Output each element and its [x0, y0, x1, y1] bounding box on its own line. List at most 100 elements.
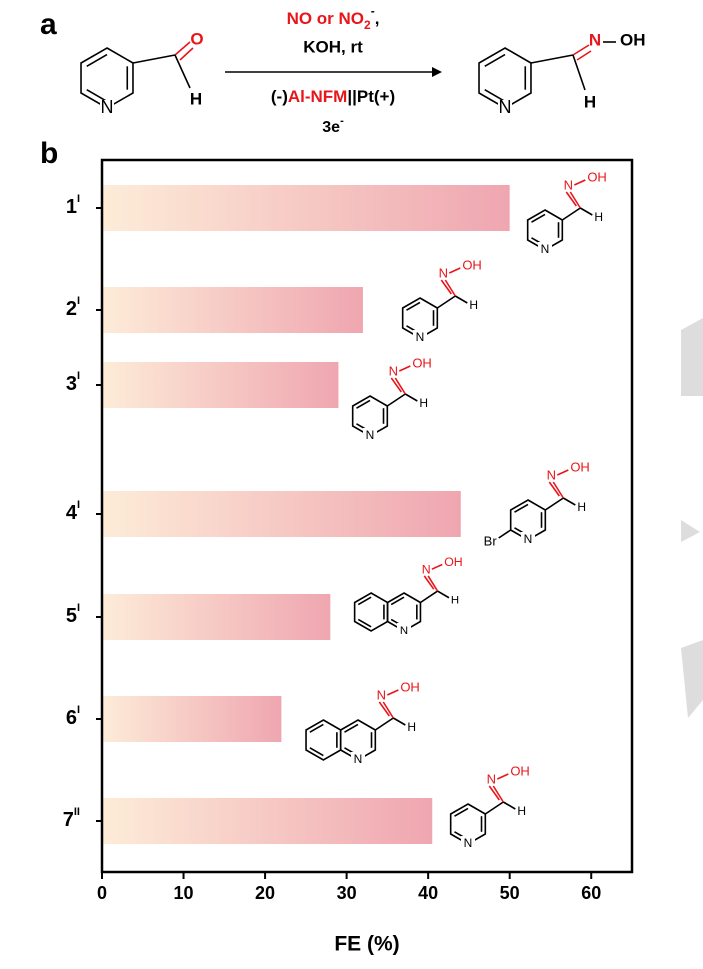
label-bg — [498, 100, 512, 116]
arrow-head — [432, 67, 442, 77]
bond — [431, 563, 443, 570]
bond — [420, 590, 438, 604]
ring-double-bond — [454, 807, 469, 817]
label-bg — [461, 836, 475, 852]
bar — [102, 287, 363, 333]
bond — [548, 481, 560, 497]
label-bg — [413, 330, 427, 346]
panel-label: b — [40, 137, 58, 170]
label-bg — [351, 752, 365, 768]
bond — [386, 689, 399, 696]
bond — [484, 801, 504, 815]
structures: N N OH H N N OH H N N OH H N N OH H Br N N OH H N N OH H N N OH H — [305, 169, 607, 852]
cell-highlight: Al-NFM — [288, 87, 347, 106]
label-bg — [100, 100, 114, 116]
x-tick-label: 0 — [97, 883, 107, 903]
bar — [102, 491, 461, 537]
base: KOH, rt — [303, 37, 363, 56]
ring — [353, 592, 389, 632]
watermark — [681, 520, 700, 542]
bond — [374, 717, 394, 731]
bond — [382, 701, 394, 719]
bond — [423, 575, 435, 590]
atom-label: N — [101, 97, 114, 117]
x-tick-label: 30 — [337, 883, 357, 903]
ring-double-bond — [390, 596, 405, 606]
ring-double-bond — [406, 301, 421, 311]
category: 5 — [66, 605, 77, 627]
watermark — [681, 318, 703, 396]
ring-double-bond — [356, 399, 371, 409]
bond — [454, 295, 468, 304]
category: 6 — [66, 707, 77, 729]
ring-double-bond — [309, 723, 324, 733]
bond — [398, 365, 411, 372]
category: 4 — [66, 502, 78, 524]
bond — [502, 801, 516, 810]
atom-label: N — [366, 428, 375, 442]
electrons: 3e- — [322, 115, 344, 136]
category-superscript: I — [77, 602, 80, 614]
ring-double-bond — [484, 89, 506, 103]
bond — [378, 701, 390, 717]
bond — [556, 469, 569, 476]
atom-label: N — [400, 625, 408, 637]
bond — [404, 393, 418, 402]
category-superscript: I — [77, 295, 80, 307]
bond — [427, 575, 439, 592]
category-superscript: II — [74, 806, 80, 818]
bond — [579, 207, 593, 216]
atom-label: OH — [444, 555, 463, 569]
reagent-tail: , — [375, 9, 380, 28]
label-bg — [397, 623, 411, 639]
y-tick-label: 4I — [66, 499, 80, 524]
atom-label: H — [594, 210, 603, 224]
bar — [102, 185, 510, 231]
bar — [102, 798, 433, 844]
watermark — [681, 640, 703, 718]
bond — [492, 785, 504, 803]
atom-label: OH — [510, 763, 530, 778]
cell: (-)Al-NFM||Pt(+) — [271, 87, 395, 106]
atom-label: N — [354, 752, 363, 766]
ring — [305, 719, 342, 761]
y-tick-label: 6I — [66, 704, 80, 729]
bond — [572, 54, 586, 91]
atom-label: N — [439, 265, 448, 280]
bond — [390, 377, 402, 393]
bond — [496, 773, 509, 780]
ring-double-bond — [309, 747, 324, 757]
y-tick-label: 3I — [66, 370, 80, 395]
atom-label: H — [577, 500, 586, 514]
atom-label: OH — [587, 169, 607, 184]
category: 1 — [66, 196, 77, 218]
y-tick-label: 7II — [63, 806, 80, 831]
bond — [565, 191, 577, 207]
atom-label: N — [541, 242, 550, 256]
x-tick-label: 60 — [581, 883, 601, 903]
cell-prefix: (-) — [271, 87, 288, 106]
y-tick-label: 1I — [66, 193, 80, 218]
reagent-text: NO or NO — [287, 9, 364, 28]
cell-suffix: ||Pt(+) — [347, 87, 395, 106]
bond — [440, 279, 452, 295]
category-superscript: I — [77, 499, 80, 511]
bond — [174, 41, 191, 56]
category-superscript: I — [77, 704, 80, 716]
bond — [498, 529, 512, 539]
electrons-text: 3e — [322, 119, 340, 136]
panel-label: a — [40, 8, 57, 41]
electrons-sup: - — [340, 115, 344, 127]
bond — [561, 207, 581, 221]
bond — [386, 393, 406, 407]
ring-double-bond — [531, 213, 546, 223]
atom-label: N — [389, 363, 398, 378]
label-bg — [363, 428, 377, 444]
atom-label: N — [416, 330, 425, 344]
x-tick-label: 20 — [255, 883, 275, 903]
atom-label: N — [377, 687, 386, 702]
atom-label: OH — [412, 355, 432, 370]
bond — [394, 377, 406, 395]
